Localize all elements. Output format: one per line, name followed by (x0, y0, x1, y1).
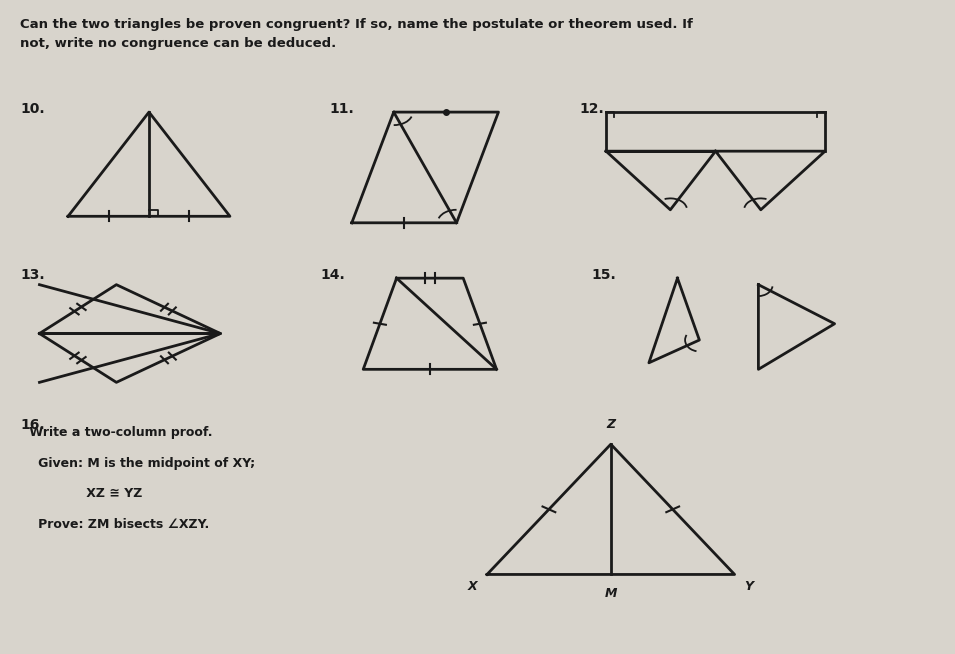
Text: Given: M is the midpoint of XY;: Given: M is the midpoint of XY; (25, 456, 255, 470)
Text: XZ ≅ YZ: XZ ≅ YZ (25, 487, 142, 500)
Text: Write a two-column proof.: Write a two-column proof. (25, 426, 213, 439)
Text: 13.: 13. (20, 268, 45, 282)
Text: Z: Z (606, 418, 615, 431)
Text: not, write no congruence can be deduced.: not, write no congruence can be deduced. (20, 37, 337, 50)
Text: Prove: ZM bisects ∠XZY.: Prove: ZM bisects ∠XZY. (25, 518, 209, 531)
Text: 11.: 11. (329, 102, 354, 116)
Text: Y: Y (744, 579, 753, 593)
Text: 12.: 12. (580, 102, 605, 116)
Text: 16.: 16. (20, 418, 45, 432)
Text: M: M (605, 587, 617, 600)
Text: 14.: 14. (320, 268, 345, 282)
Text: X: X (468, 579, 478, 593)
Text: 10.: 10. (20, 102, 45, 116)
Text: Can the two triangles be proven congruent? If so, name the postulate or theorem : Can the two triangles be proven congruen… (20, 18, 693, 31)
Text: 15.: 15. (592, 268, 617, 282)
